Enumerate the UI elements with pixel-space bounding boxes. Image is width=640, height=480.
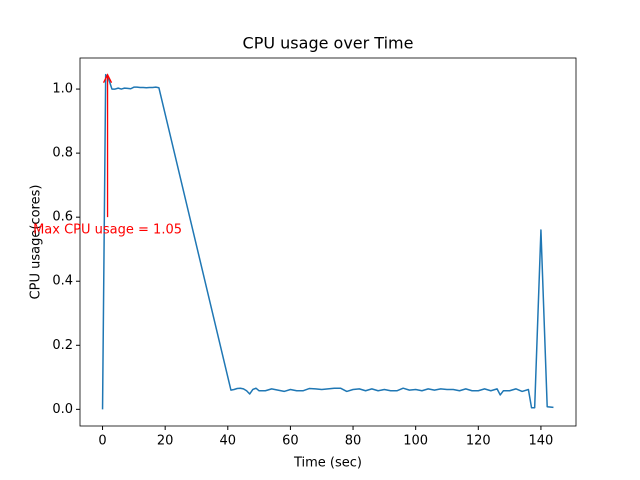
x-tick-label: 120	[466, 434, 491, 449]
y-tick-label: 1.0	[52, 82, 73, 97]
x-tick-label: 40	[220, 434, 237, 449]
y-tick-label: 0.4	[52, 274, 73, 289]
x-tick-label: 80	[345, 434, 362, 449]
x-tick-label: 0	[98, 434, 106, 449]
y-tick-label: 0.2	[52, 338, 73, 353]
y-tick-label: 0.6	[52, 210, 73, 225]
axes-frame	[79, 57, 577, 427]
y-axis-label: CPU usage(cores)	[29, 185, 44, 300]
chart-title: CPU usage over Time	[243, 34, 414, 53]
y-tick-label: 0.8	[52, 146, 73, 161]
x-axis-label: Time (sec)	[293, 456, 362, 471]
x-tick-label: 140	[529, 434, 554, 449]
x-tick-label: 20	[157, 434, 174, 449]
x-tick-label: 60	[282, 434, 299, 449]
data-line	[101, 73, 554, 410]
annotation-text: Max CPU usage = 1.05	[33, 223, 182, 238]
annotation-arrowhead	[102, 73, 113, 83]
x-tick-label: 100	[403, 434, 428, 449]
y-tick-label: 0.0	[52, 402, 73, 417]
